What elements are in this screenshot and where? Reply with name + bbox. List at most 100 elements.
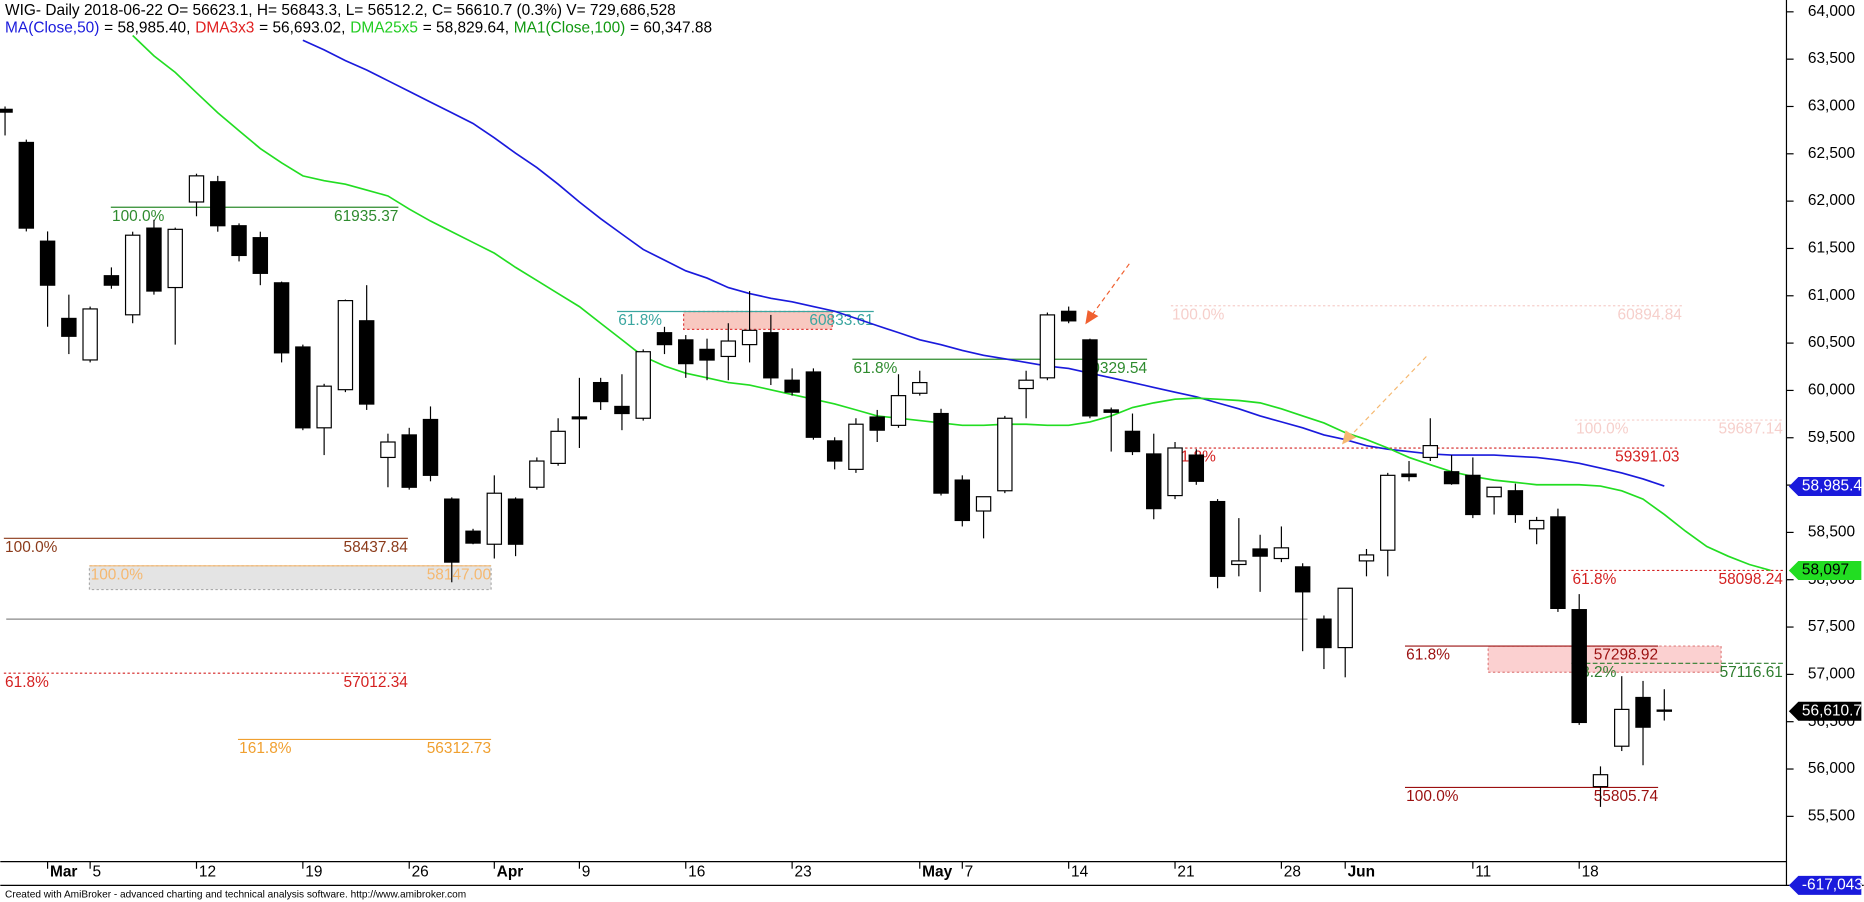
candle-body	[1316, 618, 1332, 649]
candle-body	[635, 351, 651, 419]
legend-value: = 58,829.64,	[423, 20, 509, 37]
x-tick-label: 28	[1284, 863, 1301, 880]
candle-body	[784, 379, 800, 393]
y-tick-label: 63,500	[1808, 50, 1855, 67]
chart-title: WIG- Daily 2018-06-22 O= 56623.1, H= 568…	[5, 2, 676, 19]
level-right-label: 59687.14	[1719, 421, 1784, 438]
ma-line	[132, 34, 1771, 572]
level-left-label: 61.8%	[5, 674, 49, 691]
level-right-label: 56312.73	[427, 740, 491, 757]
legend-value: = 58,985.40,	[104, 20, 190, 37]
candle-body	[1358, 554, 1375, 562]
candle-body	[890, 395, 907, 426]
legend-value: = 56,693.02,	[259, 20, 345, 37]
x-tick-label: 5	[93, 863, 102, 880]
y-tick-label: 62,500	[1808, 145, 1855, 162]
candle-body	[763, 332, 779, 379]
x-tick-label: 16	[688, 863, 705, 880]
x-tick-label: Apr	[497, 863, 524, 880]
level-left-label: 100.0%	[5, 539, 58, 556]
level-right-label: 57012.34	[344, 674, 409, 691]
y-tick-label: 60,500	[1808, 334, 1855, 351]
y-tick-label: 63,000	[1808, 98, 1855, 115]
x-tick-label: 26	[412, 863, 429, 880]
candle-body	[1635, 696, 1651, 728]
candle-body	[1465, 474, 1481, 516]
candle-body	[1656, 709, 1673, 712]
candle-body	[1039, 314, 1056, 379]
candle-body	[1443, 471, 1460, 485]
candle-body	[1380, 474, 1396, 551]
candle-body	[656, 332, 673, 346]
candle-body	[167, 228, 183, 289]
candle-body	[444, 498, 460, 563]
level-right-label: 58437.84	[344, 539, 409, 556]
legend-value: = 60,347.88	[630, 20, 712, 37]
candle-body	[380, 441, 396, 459]
x-tick-label: 19	[305, 863, 322, 880]
candle-body	[1018, 379, 1034, 390]
level-right-label: 60833.61	[809, 312, 873, 329]
x-tick-label: 11	[1475, 863, 1491, 880]
y-tick-label: 57,500	[1808, 618, 1855, 635]
y-tick-label: 60,000	[1808, 382, 1855, 399]
candle-body	[741, 329, 758, 346]
candle-body	[422, 418, 439, 476]
level-left-label: 100.0%	[91, 566, 144, 583]
candle-body	[1124, 430, 1141, 453]
candle-body	[61, 317, 77, 337]
candle-body	[975, 496, 992, 512]
level-right-label: 59391.03	[1615, 449, 1679, 466]
candle-body	[252, 237, 269, 274]
level-left-label: 61.8%	[618, 312, 662, 329]
candle-body	[1188, 454, 1205, 482]
candle-body	[1060, 310, 1077, 322]
candle-body	[358, 320, 375, 405]
candle-body	[465, 530, 481, 544]
level-right-label: 58098.24	[1719, 571, 1784, 588]
x-tick-label: 14	[1071, 863, 1089, 880]
arrow-head	[1342, 430, 1357, 445]
x-tick-label: 12	[199, 863, 216, 880]
level-right-label: 55805.74	[1594, 788, 1659, 805]
candle-body	[316, 385, 332, 429]
x-tick-label: 9	[582, 863, 591, 880]
level-left-label: 100.0%	[1406, 788, 1459, 805]
candle-body	[1614, 708, 1630, 747]
candle-body	[1528, 519, 1545, 530]
level-left-label: 100.0%	[112, 208, 165, 225]
indicator-legend: MA(Close,50) = 58,985.40, DMA3x3 = 56,693.0…	[5, 20, 712, 37]
candle-body	[529, 460, 545, 488]
x-tick-label: 23	[795, 863, 812, 880]
candle-body	[1486, 486, 1502, 498]
candle-body	[1507, 490, 1524, 516]
candle-body	[1273, 547, 1290, 560]
candle-body	[18, 141, 35, 229]
axis-marker-label: 58,985.4	[1802, 478, 1863, 495]
level-left-label: 100.0%	[1576, 421, 1629, 438]
y-tick-label: 62,000	[1808, 192, 1855, 209]
candle-body	[1294, 566, 1311, 593]
candle-body	[1103, 409, 1119, 413]
level-right-label: 58147.00	[427, 566, 491, 583]
level-zone	[683, 310, 833, 330]
candle-body	[699, 348, 715, 361]
candle-body	[1422, 445, 1439, 459]
candle-body	[805, 371, 822, 438]
x-tick-label: May	[922, 863, 952, 880]
arrow	[1349, 356, 1427, 437]
candle-body	[82, 308, 98, 361]
legend-name: DMA25x5	[350, 20, 418, 37]
plot-area: 100.0% 61935.37 61.8% 60833.61 61.8% 60329.54…	[0, 34, 1784, 807]
candle-body	[1571, 609, 1587, 724]
level-right-label: 57116.61	[1720, 664, 1783, 681]
candle-body	[912, 381, 928, 394]
axis-marker	[1788, 561, 1862, 581]
candle-body	[0, 108, 13, 113]
candle-body	[1146, 453, 1162, 510]
y-tick-label: 57,000	[1808, 665, 1855, 682]
volume-marker-label: -617,043	[1802, 876, 1863, 893]
candle-body	[146, 227, 162, 292]
